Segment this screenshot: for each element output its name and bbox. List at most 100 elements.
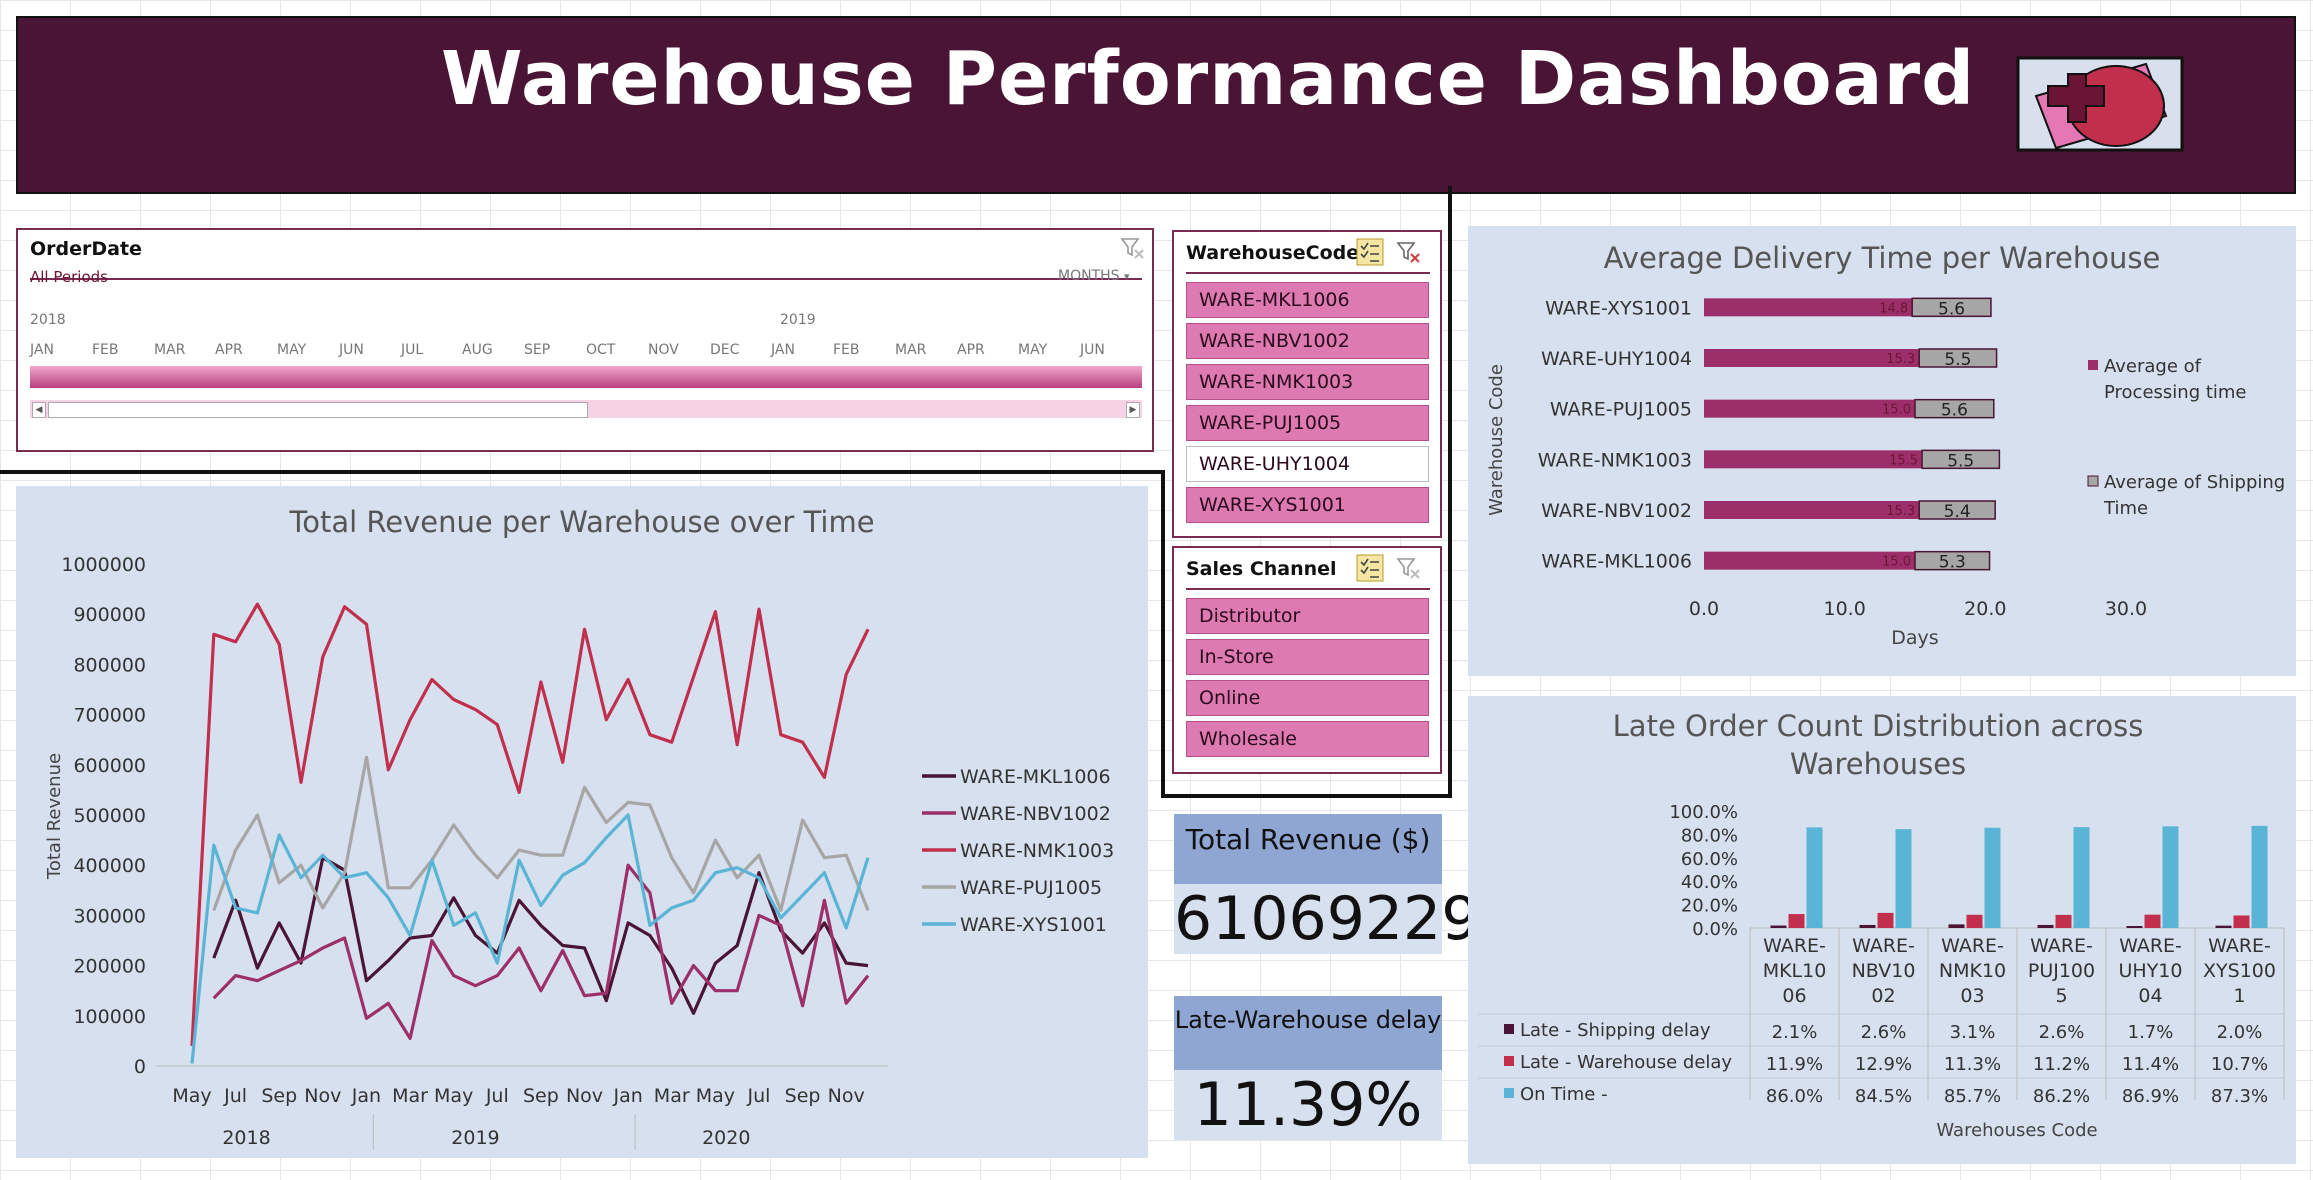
bar-shipping-time (1918, 348, 1998, 368)
month-label: NOV (648, 342, 679, 358)
y-tick-label: 900000 (73, 604, 146, 626)
x-tick-label: Nov (828, 1085, 865, 1107)
clear-filter-icon[interactable] (1396, 556, 1422, 580)
table-value: 86.2% (2033, 1086, 2090, 1107)
column-2 (1984, 827, 2001, 928)
category-label: UHY10 (2119, 960, 2183, 982)
legend-label: WARE-PUJ1005 (960, 877, 1102, 899)
x-tick-label: 30.0 (2105, 598, 2147, 620)
bar-shipping-time (1914, 398, 1995, 419)
level-label: MONTHS (1058, 268, 1120, 284)
chevron-down-icon: ▾ (1124, 270, 1130, 283)
late-warehouse-delay-label: Late-Warehouse delay (1174, 996, 1442, 1070)
chart-title: Average Delivery Time per Warehouse (1604, 241, 2161, 275)
warehouse-slicer[interactable]: WarehouseCode WARE-MKL1006 WARE-NBV1002 … (1172, 230, 1442, 538)
data-label-processing: 15.3 (1886, 352, 1915, 367)
logo-icon (2016, 56, 2184, 152)
bar-processing-time (1704, 450, 1923, 469)
column-1 (1877, 912, 1894, 928)
month-label: APR (957, 342, 985, 358)
level-selector[interactable]: MONTHS ▾ (1058, 268, 1130, 284)
sales-channel-title: Sales Channel (1186, 558, 1337, 580)
chart-title: Total Revenue per Warehouse over Time (288, 505, 874, 539)
month-label: JUN (339, 342, 364, 358)
month-labels: JAN FEB MAR APR MAY JUN JUL AUG SEP OCT NOV DEC JAN F… (30, 342, 1142, 360)
table-value: 1.7% (2128, 1022, 2174, 1043)
month-label: MAR (154, 342, 186, 358)
category-label: WARE- (2119, 935, 2182, 957)
y-tick-label: 0 (134, 1056, 146, 1078)
month-label: MAY (277, 342, 307, 358)
column-1 (1788, 914, 1805, 928)
channel-item-in-store[interactable]: In-Store (1186, 639, 1429, 675)
x-axis-label: Warehouses Code (1936, 1120, 2097, 1141)
y-axis-label: Total Revenue (44, 753, 65, 880)
legend-swatch (1504, 1024, 1514, 1034)
month-label: JAN (771, 342, 795, 358)
scrollbar-thumb[interactable] (48, 402, 588, 418)
warehouse-item-mkl1006[interactable]: WARE-MKL1006 (1186, 282, 1429, 318)
warehouse-slicer-title: WarehouseCode (1186, 242, 1360, 264)
revenue-line-chart: Total Revenue per Warehouse over Time Tot… (44, 505, 1114, 1150)
timeline-scrollbar[interactable]: ◀ ▶ (30, 400, 1142, 418)
scroll-right-icon[interactable]: ▶ (1126, 402, 1140, 418)
x-tick-label: Jul (223, 1085, 247, 1107)
sales-channel-slicer[interactable]: Sales Channel Distributor In-Store Onlin… (1172, 546, 1442, 774)
period-label: All Periods (30, 268, 108, 286)
legend-label: WARE-NBV1002 (960, 803, 1111, 825)
data-label-shipping: 5.5 (1947, 451, 1974, 471)
month-label: JUL (401, 342, 424, 358)
order-date-slicer[interactable]: OrderDate All Periods MONTHS ▾ 2018 2019… (16, 228, 1154, 452)
dashboard-title: Warehouse Performance Dashboard (440, 36, 1976, 122)
clear-filter-icon[interactable] (1396, 240, 1422, 264)
legend-label: WARE-MKL1006 (960, 766, 1111, 788)
category-label: WARE-NMK1003 (1538, 449, 1692, 471)
slicer-divider (1186, 588, 1430, 590)
bar-shipping-time (1914, 550, 1991, 571)
legend-swatch (1504, 1056, 1514, 1066)
column-2 (2162, 826, 2179, 928)
channel-item-distributor[interactable]: Distributor (1186, 598, 1429, 634)
scroll-left-icon[interactable]: ◀ (32, 402, 46, 418)
selection-border-vertical-2 (1161, 470, 1165, 798)
x-tick-label: Nov (566, 1085, 603, 1107)
warehouse-item-xys1001[interactable]: WARE-XYS1001 (1186, 487, 1429, 523)
column-1 (2233, 915, 2250, 928)
month-label: APR (215, 342, 243, 358)
legend-swatch (1504, 1088, 1514, 1098)
year-label-2019: 2019 (780, 312, 816, 328)
data-label-shipping: 5.4 (1944, 502, 1971, 522)
channel-item-wholesale[interactable]: Wholesale (1186, 721, 1429, 757)
selection-border-bottom (1161, 794, 1452, 798)
warehouse-item-puj1005[interactable]: WARE-PUJ1005 (1186, 405, 1429, 441)
y-tick-label: 700000 (73, 705, 146, 727)
y-tick-label: 500000 (73, 805, 146, 827)
y-tick-label: 80.0% (1681, 825, 1738, 846)
warehouse-item-nmk1003[interactable]: WARE-NMK1003 (1186, 364, 1429, 400)
bar-processing-time (1704, 551, 1915, 570)
x-tick-label: Sep (261, 1085, 297, 1107)
channel-item-online[interactable]: Online (1186, 680, 1429, 716)
bar-processing-time (1704, 298, 1913, 317)
table-value: 86.0% (1766, 1086, 1823, 1107)
x-tick-label: May (172, 1085, 211, 1107)
category-label: 5 (2055, 985, 2067, 1007)
x-tick-label: Jul (485, 1085, 509, 1107)
month-label: DEC (710, 342, 740, 358)
category-label: WARE- (1763, 935, 1826, 957)
selection-border-vertical (1448, 186, 1452, 798)
category-label: 1 (2233, 985, 2245, 1007)
warehouse-item-nbv1002[interactable]: WARE-NBV1002 (1186, 323, 1429, 359)
x-tick-label: Sep (785, 1085, 821, 1107)
timeline-bar[interactable] (30, 366, 1142, 388)
table-value: 10.7% (2211, 1054, 2268, 1075)
warehouse-item-uhy1004[interactable]: WARE-UHY1004 (1186, 446, 1429, 482)
clear-filter-icon[interactable] (1120, 236, 1146, 260)
month-label: OCT (586, 342, 616, 358)
legend-label: Late - Warehouse delay (1520, 1052, 1732, 1073)
table-value: 11.4% (2122, 1054, 2179, 1075)
category-label: MKL10 (1763, 960, 1827, 982)
y-axis-label: Warehouse Code (1486, 364, 1507, 516)
multi-select-icon[interactable] (1356, 238, 1384, 266)
multi-select-icon[interactable] (1356, 554, 1384, 582)
